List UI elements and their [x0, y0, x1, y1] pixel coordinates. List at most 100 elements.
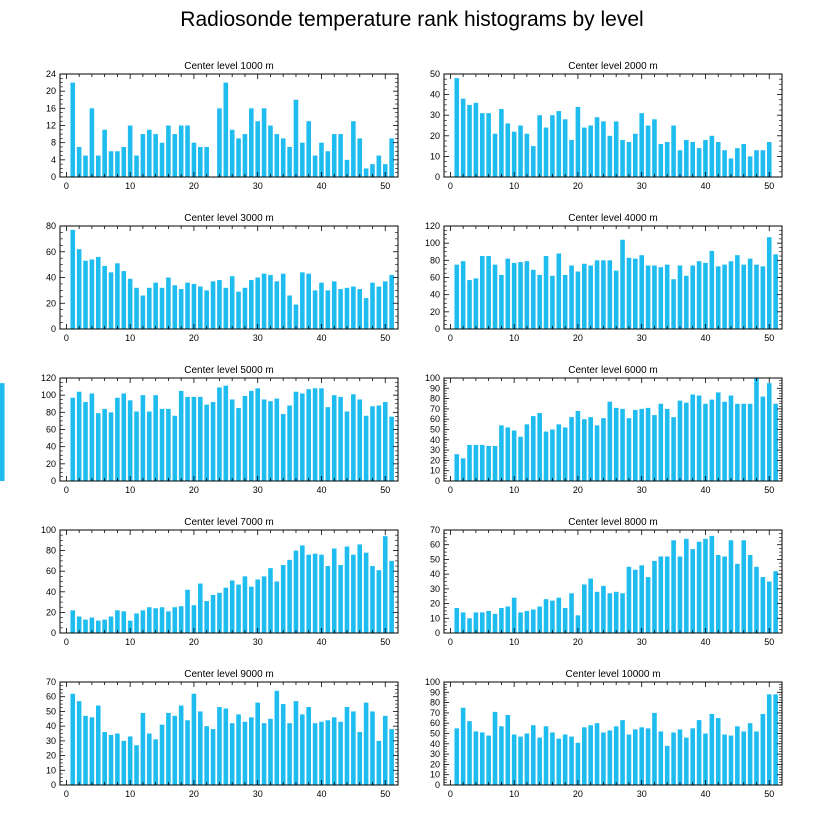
bar: [172, 285, 178, 329]
bar: [690, 265, 696, 329]
bar: [382, 164, 388, 178]
bar: [338, 565, 343, 633]
bar: [146, 287, 152, 329]
y-tick-label: 20: [430, 307, 440, 317]
bar: [690, 394, 696, 481]
bar: [607, 401, 613, 481]
y-tick-label: 40: [430, 90, 440, 100]
bar: [191, 605, 197, 633]
bar: [760, 266, 766, 329]
bar: [83, 260, 88, 329]
bar: [645, 407, 651, 481]
x-tick-label: 40: [316, 485, 326, 495]
bar: [357, 289, 363, 329]
x-tick-label: 0: [64, 485, 69, 495]
bar: [607, 593, 613, 633]
bar: [255, 388, 260, 481]
bar: [582, 584, 587, 633]
bar: [331, 395, 337, 481]
bar: [575, 106, 581, 177]
bar: [715, 266, 721, 329]
bar: [287, 559, 292, 633]
bar: [690, 549, 696, 633]
y-tick-label: 0: [51, 172, 56, 182]
bar: [766, 694, 772, 785]
bar: [140, 395, 146, 481]
bar: [652, 560, 657, 633]
bar: [338, 396, 343, 481]
bar: [70, 693, 76, 785]
bar: [229, 129, 235, 177]
y-tick-label: 20: [46, 298, 56, 308]
bar: [633, 258, 638, 329]
x-tick-label: 10: [125, 789, 135, 799]
y-tick-label: 0: [435, 172, 440, 182]
bar: [684, 275, 689, 329]
x-tick-label: 30: [637, 333, 647, 343]
bar: [249, 586, 254, 633]
bar: [236, 138, 241, 178]
x-tick-label: 40: [316, 181, 326, 191]
y-tick-label: 60: [46, 692, 56, 702]
bar: [261, 273, 267, 329]
x-tick-label: 30: [253, 789, 263, 799]
bar: [709, 250, 715, 329]
y-tick-label: 10: [430, 613, 440, 623]
bar: [102, 732, 107, 785]
bar: [210, 594, 216, 633]
bar: [242, 396, 248, 481]
bar: [747, 258, 753, 329]
bar: [261, 108, 267, 177]
bar: [223, 287, 229, 329]
x-tick-label: 10: [509, 181, 519, 191]
bar: [588, 265, 593, 329]
bar: [191, 693, 197, 785]
bar: [626, 141, 632, 177]
bar: [70, 397, 76, 481]
bar: [601, 732, 606, 785]
bar: [146, 607, 152, 633]
bar: [134, 613, 139, 633]
bar: [735, 148, 740, 177]
bar: [134, 155, 139, 177]
bar: [575, 271, 581, 329]
bar: [652, 712, 657, 785]
bar: [287, 723, 292, 785]
bar: [325, 566, 331, 633]
bar: [760, 150, 766, 177]
bar: [319, 388, 324, 481]
bar: [537, 115, 542, 177]
bar: [140, 610, 146, 633]
bar: [268, 718, 273, 785]
x-tick-label: 50: [764, 485, 774, 495]
bar: [166, 712, 171, 785]
x-tick-label: 40: [700, 181, 710, 191]
bar: [357, 399, 363, 481]
bar: [217, 387, 222, 481]
bar: [473, 278, 479, 329]
x-tick-label: 10: [509, 637, 519, 647]
bar: [511, 131, 517, 177]
x-tick-label: 20: [189, 485, 199, 495]
bar: [715, 718, 721, 785]
bar: [159, 408, 165, 481]
bar: [172, 134, 178, 177]
x-tick-label: 50: [764, 333, 774, 343]
bar: [454, 264, 460, 330]
bar: [217, 592, 222, 633]
bar: [569, 265, 574, 329]
y-tick-label: 0: [435, 324, 440, 334]
bar: [204, 404, 209, 481]
bar: [626, 734, 632, 785]
y-tick-label: 0: [435, 476, 440, 486]
bar: [134, 411, 139, 481]
bar: [505, 427, 511, 481]
y-tick-label: 8: [51, 138, 56, 148]
x-tick-label: 30: [253, 333, 263, 343]
bar: [280, 704, 286, 785]
bar: [191, 396, 197, 481]
bar: [300, 272, 305, 329]
bar: [658, 556, 664, 633]
bar: [754, 731, 759, 785]
